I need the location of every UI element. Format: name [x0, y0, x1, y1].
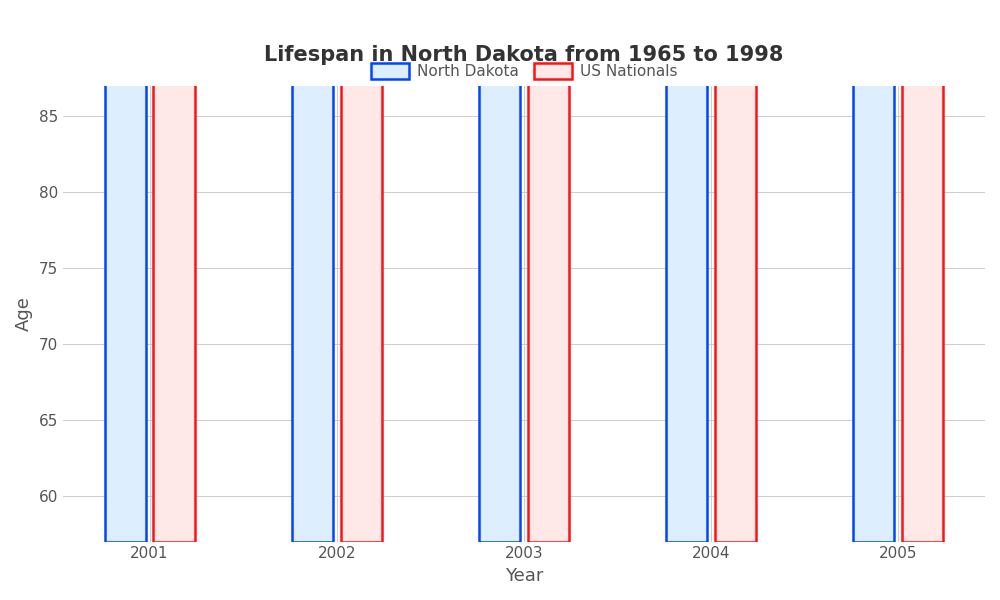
Y-axis label: Age: Age [15, 296, 33, 331]
Bar [292, 0, 333, 542]
Bar [105, 0, 146, 542]
Bar [715, 0, 756, 542]
Bar [666, 0, 707, 542]
X-axis label: Year: Year [505, 567, 543, 585]
Bar [341, 0, 382, 542]
Bar [902, 0, 943, 542]
Legend: North Dakota, US Nationals: North Dakota, US Nationals [365, 57, 683, 85]
Title: Lifespan in North Dakota from 1965 to 1998: Lifespan in North Dakota from 1965 to 19… [264, 45, 784, 65]
Bar [479, 0, 520, 542]
Bar [853, 0, 894, 542]
Bar [153, 0, 195, 542]
Bar [528, 0, 569, 542]
